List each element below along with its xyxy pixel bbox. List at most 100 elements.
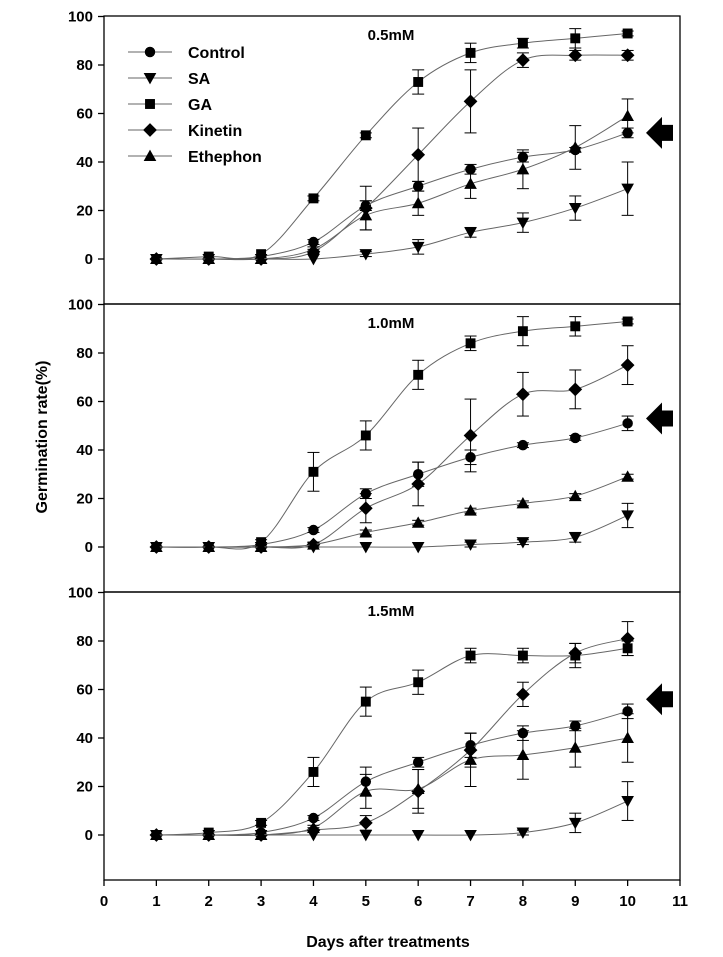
series-line bbox=[156, 476, 628, 548]
data-point-square bbox=[360, 696, 371, 707]
x-tick-label: 11 bbox=[672, 893, 688, 910]
data-point-diamond bbox=[358, 501, 373, 516]
legend-marker bbox=[143, 149, 157, 162]
data-point-circle bbox=[308, 236, 319, 248]
y-axis-title: Germination rate(%) bbox=[34, 361, 51, 514]
arrow-icon bbox=[646, 683, 673, 716]
data-point-triangle-up bbox=[359, 209, 373, 221]
y-tick-label: 60 bbox=[76, 106, 93, 123]
data-point-triangle-down bbox=[621, 795, 634, 808]
data-point-triangle-down bbox=[516, 537, 530, 549]
data-point-diamond bbox=[568, 646, 583, 660]
data-point-diamond bbox=[411, 147, 426, 162]
data-point-triangle-up bbox=[359, 526, 373, 538]
x-tick-label: 6 bbox=[414, 893, 422, 910]
data-point-triangle-down bbox=[411, 241, 425, 254]
series-line bbox=[156, 515, 628, 548]
data-point-square bbox=[360, 130, 371, 141]
data-point-triangle-up bbox=[202, 828, 216, 841]
series-control bbox=[151, 703, 634, 841]
y-tick-label: 20 bbox=[76, 779, 93, 796]
data-point-triangle-up bbox=[307, 538, 320, 550]
series-sa bbox=[150, 781, 634, 842]
data-point-triangle-down bbox=[464, 829, 477, 842]
data-point-diamond bbox=[516, 53, 530, 68]
data-point-square bbox=[308, 767, 319, 777]
data-point-triangle-up bbox=[621, 731, 634, 744]
data-point-diamond bbox=[463, 428, 478, 443]
data-point-square bbox=[256, 817, 267, 828]
data-point-triangle-down bbox=[359, 829, 373, 842]
series-line bbox=[156, 422, 628, 548]
x-tick-label: 1 bbox=[152, 893, 160, 910]
data-point-triangle-up bbox=[202, 540, 216, 553]
panel-3: 0 20 40 60 80 100 1.5mM bbox=[68, 585, 681, 881]
data-point-triangle-up bbox=[359, 785, 373, 797]
legend-item-ethephon: Ethephon bbox=[128, 149, 262, 166]
legend-marker bbox=[143, 123, 157, 137]
data-point-diamond bbox=[568, 382, 583, 397]
y-tick-label: 0 bbox=[85, 827, 93, 844]
data-point-circle bbox=[412, 757, 424, 768]
legend-label: GA bbox=[188, 97, 212, 114]
panel-concentration-label: 1.0mM bbox=[368, 315, 415, 332]
data-point-square bbox=[517, 650, 528, 661]
y-tick-label: 80 bbox=[76, 345, 93, 362]
data-point-square bbox=[360, 430, 371, 441]
data-point-triangle-down bbox=[411, 541, 425, 554]
data-point-triangle-down bbox=[359, 541, 373, 554]
legend-marker bbox=[144, 46, 156, 58]
data-point-triangle-down bbox=[411, 829, 425, 842]
data-point-circle bbox=[517, 439, 529, 451]
data-point-circle bbox=[308, 812, 319, 824]
x-tick-label: 10 bbox=[619, 893, 636, 910]
series-line bbox=[156, 710, 628, 836]
data-point-triangle-down bbox=[516, 827, 530, 839]
legend-marker bbox=[143, 72, 157, 85]
data-point-triangle-down bbox=[621, 510, 634, 522]
arrow-icon bbox=[646, 402, 673, 435]
series-kinetin bbox=[149, 345, 635, 554]
series-control bbox=[151, 415, 634, 553]
legend-label: Kinetin bbox=[188, 123, 242, 140]
legend: Control SA GA Kinetin Ethephon bbox=[128, 45, 262, 166]
panel-2: 0 20 40 60 80 100 1.0mM bbox=[68, 297, 681, 593]
y-tick-label: 60 bbox=[76, 682, 93, 699]
data-point-triangle-up bbox=[516, 748, 530, 761]
data-point-square bbox=[517, 38, 528, 49]
data-point-square bbox=[570, 33, 581, 44]
series-line bbox=[156, 737, 628, 837]
data-point-circle bbox=[570, 432, 581, 444]
data-point-circle bbox=[412, 181, 424, 192]
panel-frame bbox=[103, 303, 681, 593]
series-line bbox=[156, 800, 628, 836]
legend-item-control: Control bbox=[128, 45, 245, 62]
data-point-square bbox=[622, 28, 633, 39]
data-point-triangle-up bbox=[464, 504, 477, 516]
y-tick-label: 80 bbox=[76, 57, 93, 74]
series-kinetin bbox=[149, 621, 635, 842]
panels-layer: 0 20 40 60 80 100 0.5mM 0 20 40 60 80 100 1.0mM 0 20 40 6… bbox=[68, 9, 681, 881]
legend-marker bbox=[145, 99, 155, 109]
data-point-triangle-up bbox=[307, 242, 320, 255]
data-point-triangle-up bbox=[411, 782, 425, 794]
data-point-diamond bbox=[411, 477, 426, 491]
data-point-triangle-up bbox=[411, 516, 425, 528]
x-tick-label: 7 bbox=[466, 893, 474, 910]
y-tick-label: 40 bbox=[76, 730, 93, 747]
legend-item-kinetin: Kinetin bbox=[128, 123, 242, 140]
data-point-diamond bbox=[620, 48, 635, 63]
y-tick-label: 100 bbox=[68, 297, 93, 314]
y-tick-label: 60 bbox=[76, 394, 93, 411]
data-point-triangle-down bbox=[307, 253, 320, 266]
x-axis-title: Days after treatments bbox=[306, 934, 470, 951]
data-point-triangle-down bbox=[568, 203, 582, 215]
y-tick-label: 40 bbox=[76, 442, 93, 459]
data-point-circle bbox=[308, 524, 319, 536]
series-ethephon bbox=[150, 470, 634, 553]
data-point-triangle-up bbox=[568, 489, 582, 502]
series-line bbox=[156, 320, 628, 550]
y-tick-label: 100 bbox=[68, 585, 93, 602]
data-point-triangle-up bbox=[150, 540, 163, 553]
data-point-triangle-up bbox=[516, 162, 530, 175]
